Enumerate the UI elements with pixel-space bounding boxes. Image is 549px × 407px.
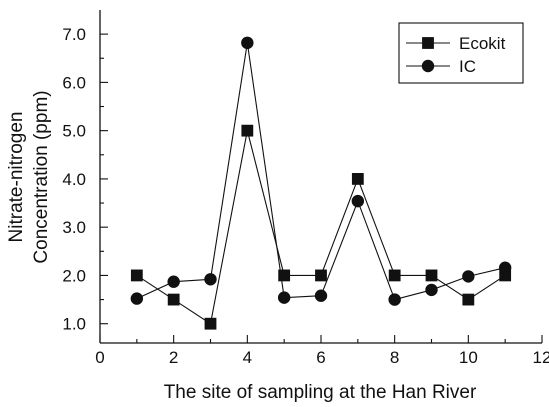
legend-marker (422, 37, 434, 49)
data-point (351, 173, 364, 185)
data-point (388, 293, 401, 306)
data-point (204, 317, 217, 330)
data-point (462, 270, 475, 283)
y-tick-label: 5.0 (62, 122, 86, 141)
data-point (241, 124, 254, 137)
legend-box (398, 22, 524, 84)
y-tick-label: 6.0 (62, 73, 86, 92)
series-group (130, 124, 512, 330)
data-point (351, 194, 365, 208)
data-point (167, 293, 180, 306)
y-tick-label: 2.0 (62, 266, 86, 285)
x-tick-label: 2 (169, 348, 178, 367)
x-tick-label: 8 (390, 348, 399, 367)
data-point (388, 269, 401, 282)
data-point (241, 36, 254, 50)
x-tick-label: 4 (243, 348, 252, 367)
data-point (130, 269, 143, 282)
x-axis-title: The site of sampling at the Han River (164, 382, 477, 403)
data-point (425, 269, 438, 282)
data-point (277, 291, 291, 304)
legend: Ecokit IC (398, 22, 524, 84)
data-point (315, 269, 327, 282)
data-point (462, 293, 475, 306)
legend-label: Ecokit (459, 34, 506, 53)
y-tick-label: 4.0 (62, 170, 86, 189)
x-tick-label: 10 (459, 348, 478, 367)
data-point (425, 283, 438, 297)
data-point (278, 269, 291, 282)
y-tick-label: 3.0 (62, 218, 86, 237)
data-point (130, 292, 144, 305)
series-layer (130, 36, 512, 330)
y-axis-title-line-1: Nitrate-nitrogen (6, 112, 27, 243)
data-point (167, 275, 180, 288)
y-tick-label: 1.0 (62, 315, 86, 334)
x-tick-label: 0 (95, 348, 104, 367)
x-tick-label: 6 (316, 348, 325, 367)
legend-label: IC (459, 57, 476, 76)
x-tick-label: 12 (533, 348, 549, 367)
data-point (498, 261, 512, 274)
series-group (130, 36, 512, 306)
data-point (314, 289, 328, 302)
axes-layer: 0 2 4 6 8 10 12 1.0 2.0 3.0 4.0 5.0 6.0 7.0 (62, 10, 549, 367)
legend-marker (421, 59, 435, 73)
y-tick-label: 7.0 (62, 25, 86, 44)
data-point (204, 273, 217, 286)
y-axis-title-line-2: Concentration (ppm) (31, 90, 52, 263)
